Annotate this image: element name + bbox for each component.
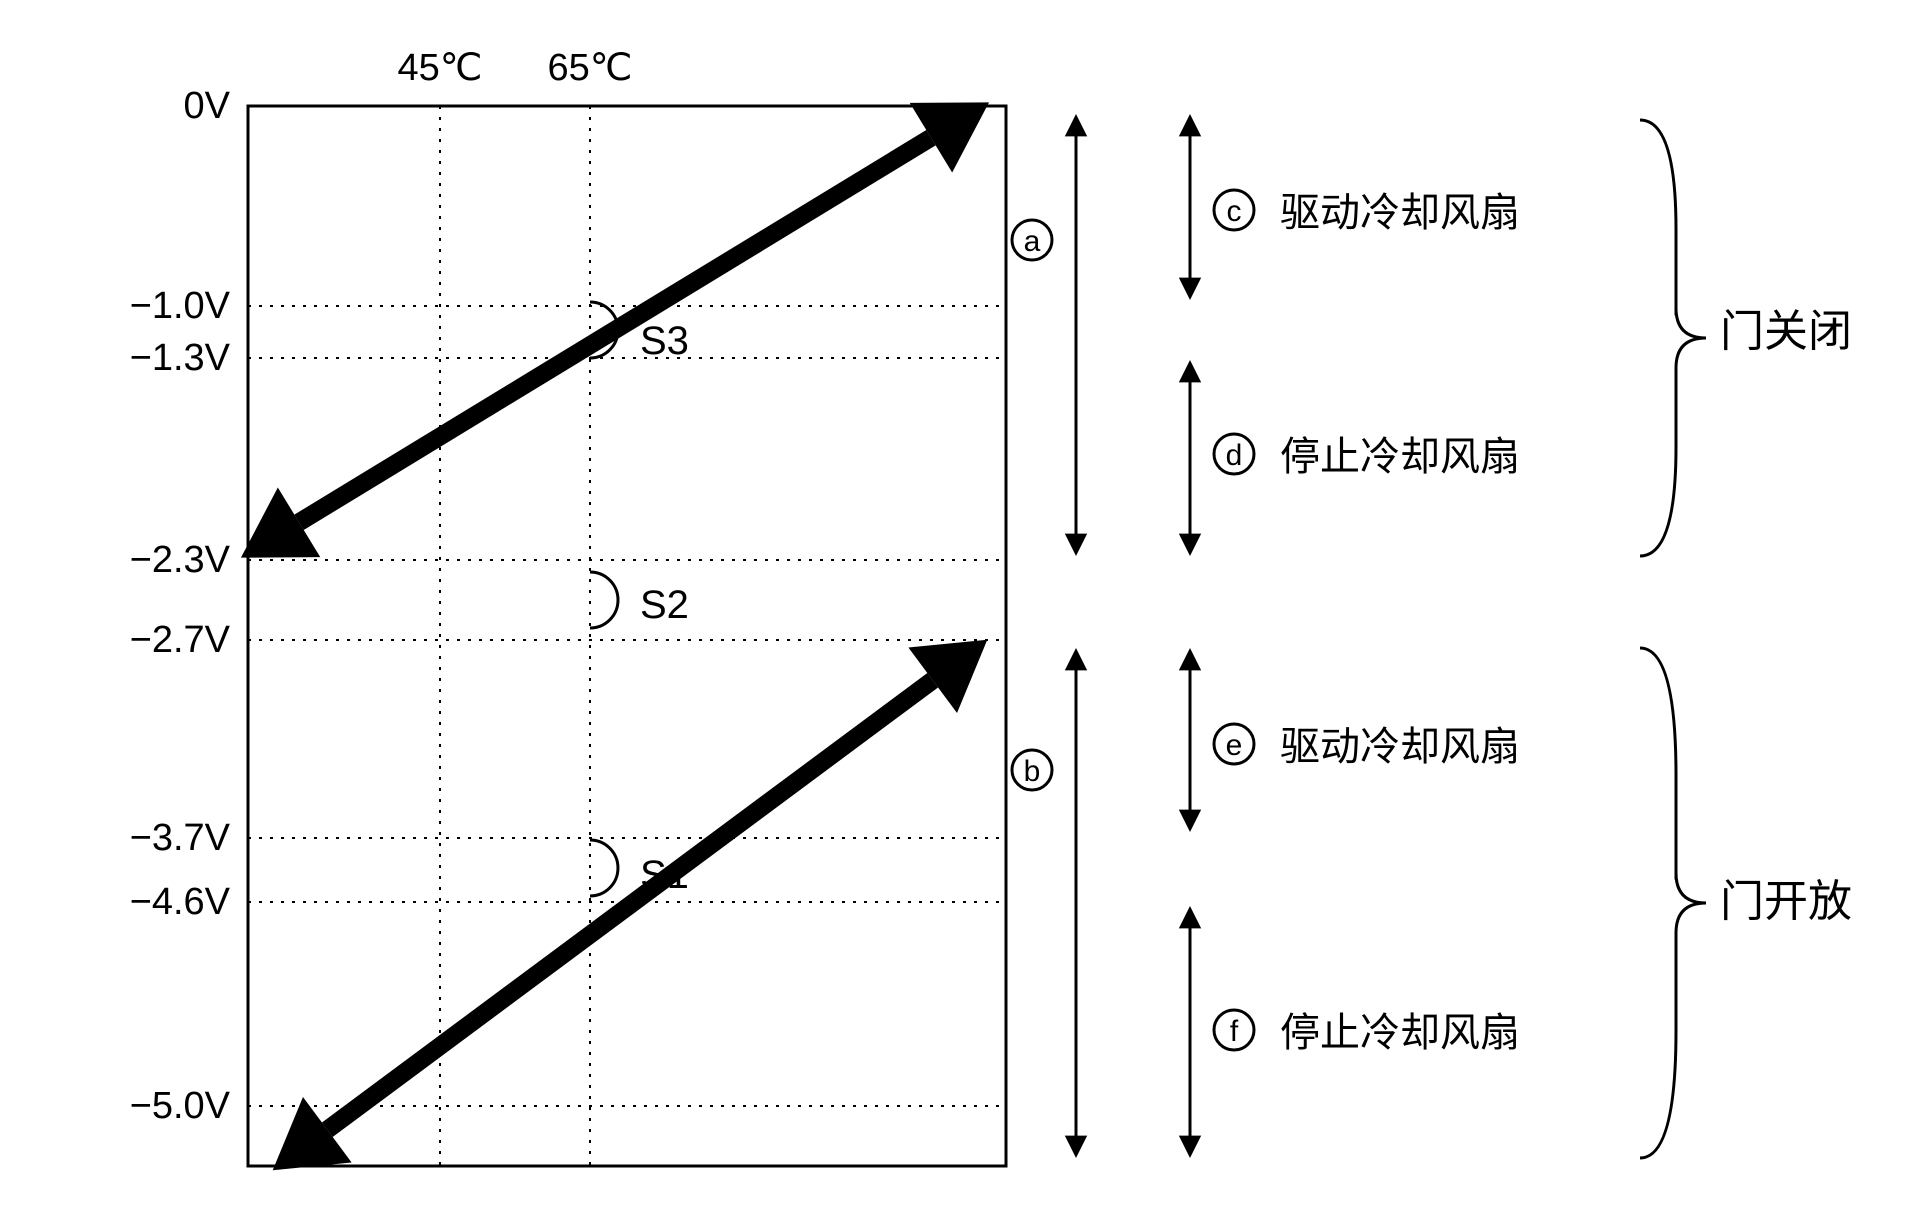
range-arrowhead — [1065, 114, 1087, 136]
hysteresis-arc — [590, 572, 618, 628]
range-arrowhead — [1179, 906, 1201, 928]
hysteresis-arc — [590, 840, 618, 896]
y-tick-label: −2.7V — [130, 619, 231, 661]
range-label: 停止冷却风扇 — [1280, 434, 1520, 479]
diag-arrow-lower-head — [908, 640, 987, 713]
y-tick-label: −2.3V — [130, 539, 231, 581]
range-arrowhead — [1179, 114, 1201, 136]
circled-letter: e — [1226, 729, 1243, 762]
hysteresis-label: S2 — [640, 583, 689, 627]
circled-letter: c — [1227, 195, 1242, 228]
circled-letter: d — [1226, 439, 1243, 472]
range-arrowhead — [1065, 1136, 1087, 1158]
y-tick-label: −4.6V — [130, 881, 231, 923]
brace — [1640, 648, 1706, 1158]
x-tick-label: 65℃ — [548, 47, 633, 89]
range-label: 停止冷却风扇 — [1280, 1010, 1520, 1055]
x-tick-label: 45℃ — [398, 47, 483, 89]
range-label: 驱动冷却风扇 — [1280, 190, 1520, 235]
brace-label: 门关闭 — [1720, 307, 1852, 356]
plot-frame — [248, 106, 1006, 1166]
brace-label: 门开放 — [1720, 877, 1852, 926]
range-arrowhead — [1065, 648, 1087, 670]
y-tick-label: −1.0V — [130, 285, 231, 327]
range-arrowhead — [1065, 534, 1087, 556]
hysteresis-label: S1 — [640, 853, 689, 897]
y-tick-label: 0V — [184, 85, 231, 127]
y-tick-label: −1.3V — [130, 337, 231, 379]
hysteresis-label: S3 — [640, 319, 689, 363]
diag-arrow-lower — [327, 680, 932, 1129]
circled-letter: b — [1024, 755, 1041, 788]
y-tick-label: −3.7V — [130, 817, 231, 859]
y-tick-label: −5.0V — [130, 1085, 231, 1127]
range-arrowhead — [1179, 360, 1201, 382]
brace — [1640, 120, 1706, 556]
circled-letter: f — [1230, 1015, 1239, 1048]
range-arrowhead — [1179, 534, 1201, 556]
diag-arrow-lower-head — [273, 1097, 352, 1170]
circled-letter: a — [1024, 225, 1041, 258]
range-label: 驱动冷却风扇 — [1280, 724, 1520, 769]
range-arrowhead — [1179, 1136, 1201, 1158]
range-arrowhead — [1179, 648, 1201, 670]
diag-arrow-upper — [299, 138, 931, 523]
range-arrowhead — [1179, 278, 1201, 300]
range-arrowhead — [1179, 810, 1201, 832]
